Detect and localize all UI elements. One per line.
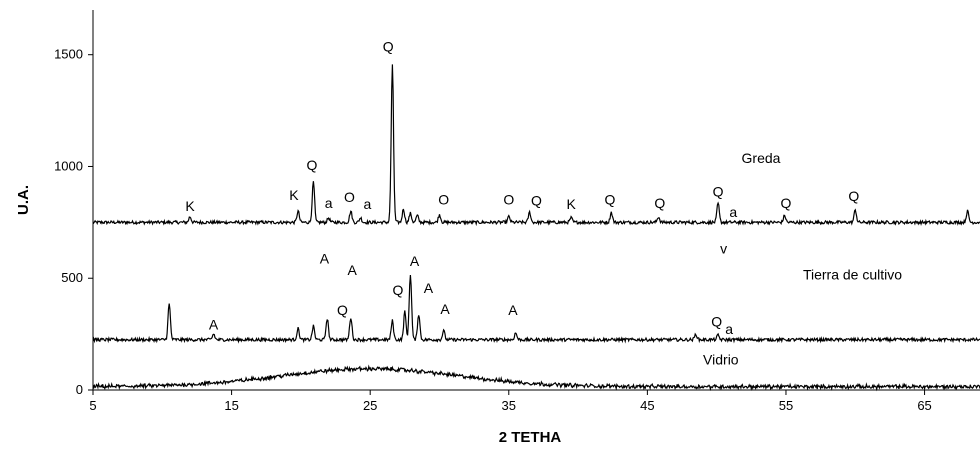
phase-label: O	[503, 191, 514, 207]
phase-label: Q	[848, 188, 859, 204]
series-layer	[92, 64, 980, 392]
phase-label: A	[320, 251, 330, 267]
x-tick-label: 55	[779, 398, 793, 413]
phase-label: A	[410, 253, 420, 269]
phase-label: a	[725, 321, 733, 337]
y-tick-label: 500	[61, 270, 83, 285]
series-line-tierra-de-cultivo	[92, 274, 980, 344]
series-line-vidrio	[92, 364, 980, 392]
axes: 5 15 25 35 45 55 65 0 500 1000 1500	[54, 10, 980, 413]
phase-label: Q	[781, 195, 792, 211]
x-tick-label: 15	[224, 398, 238, 413]
phase-label: Q	[383, 38, 394, 54]
x-tick-label: 65	[917, 398, 931, 413]
x-tick-label: 5	[89, 398, 96, 413]
phase-label: v	[720, 241, 727, 257]
phase-label: A	[209, 317, 219, 333]
x-axis-title: 2 TETHA	[499, 429, 562, 446]
phase-label: a	[729, 204, 737, 220]
phase-label: K	[185, 198, 195, 214]
y-axis-title: U.A.	[15, 185, 32, 215]
y-tick-label: 1500	[54, 47, 83, 62]
phase-label: Q	[307, 157, 318, 173]
y-tick-label: 0	[76, 382, 83, 397]
phase-label: Q	[392, 282, 403, 298]
phase-label: A	[440, 301, 450, 317]
series-label: Tierra de cultivo	[803, 266, 902, 282]
phase-label: a	[364, 196, 372, 212]
x-tick-label: 45	[640, 398, 654, 413]
phase-label: A	[347, 262, 357, 278]
phase-label: Q	[337, 302, 348, 318]
phase-label: a	[325, 195, 333, 211]
series-label: Greda	[742, 150, 781, 166]
phase-label: Q	[531, 193, 542, 209]
phase-label: K	[289, 187, 299, 203]
phase-label: O	[344, 189, 355, 205]
x-tick-label: 35	[502, 398, 516, 413]
y-tick-label: 1000	[54, 158, 83, 173]
series-line-greda	[92, 64, 980, 227]
phase-label: Q	[605, 191, 616, 207]
phase-label: A	[508, 302, 518, 318]
phase-label: K	[566, 196, 576, 212]
phase-label: A	[424, 280, 434, 296]
phase-label: Q	[654, 195, 665, 211]
phase-label: Q	[711, 313, 722, 329]
series-label: Vidrio	[703, 352, 739, 368]
phase-label: Q	[713, 184, 724, 200]
phase-label: O	[438, 191, 449, 207]
x-tick-label: 25	[363, 398, 377, 413]
